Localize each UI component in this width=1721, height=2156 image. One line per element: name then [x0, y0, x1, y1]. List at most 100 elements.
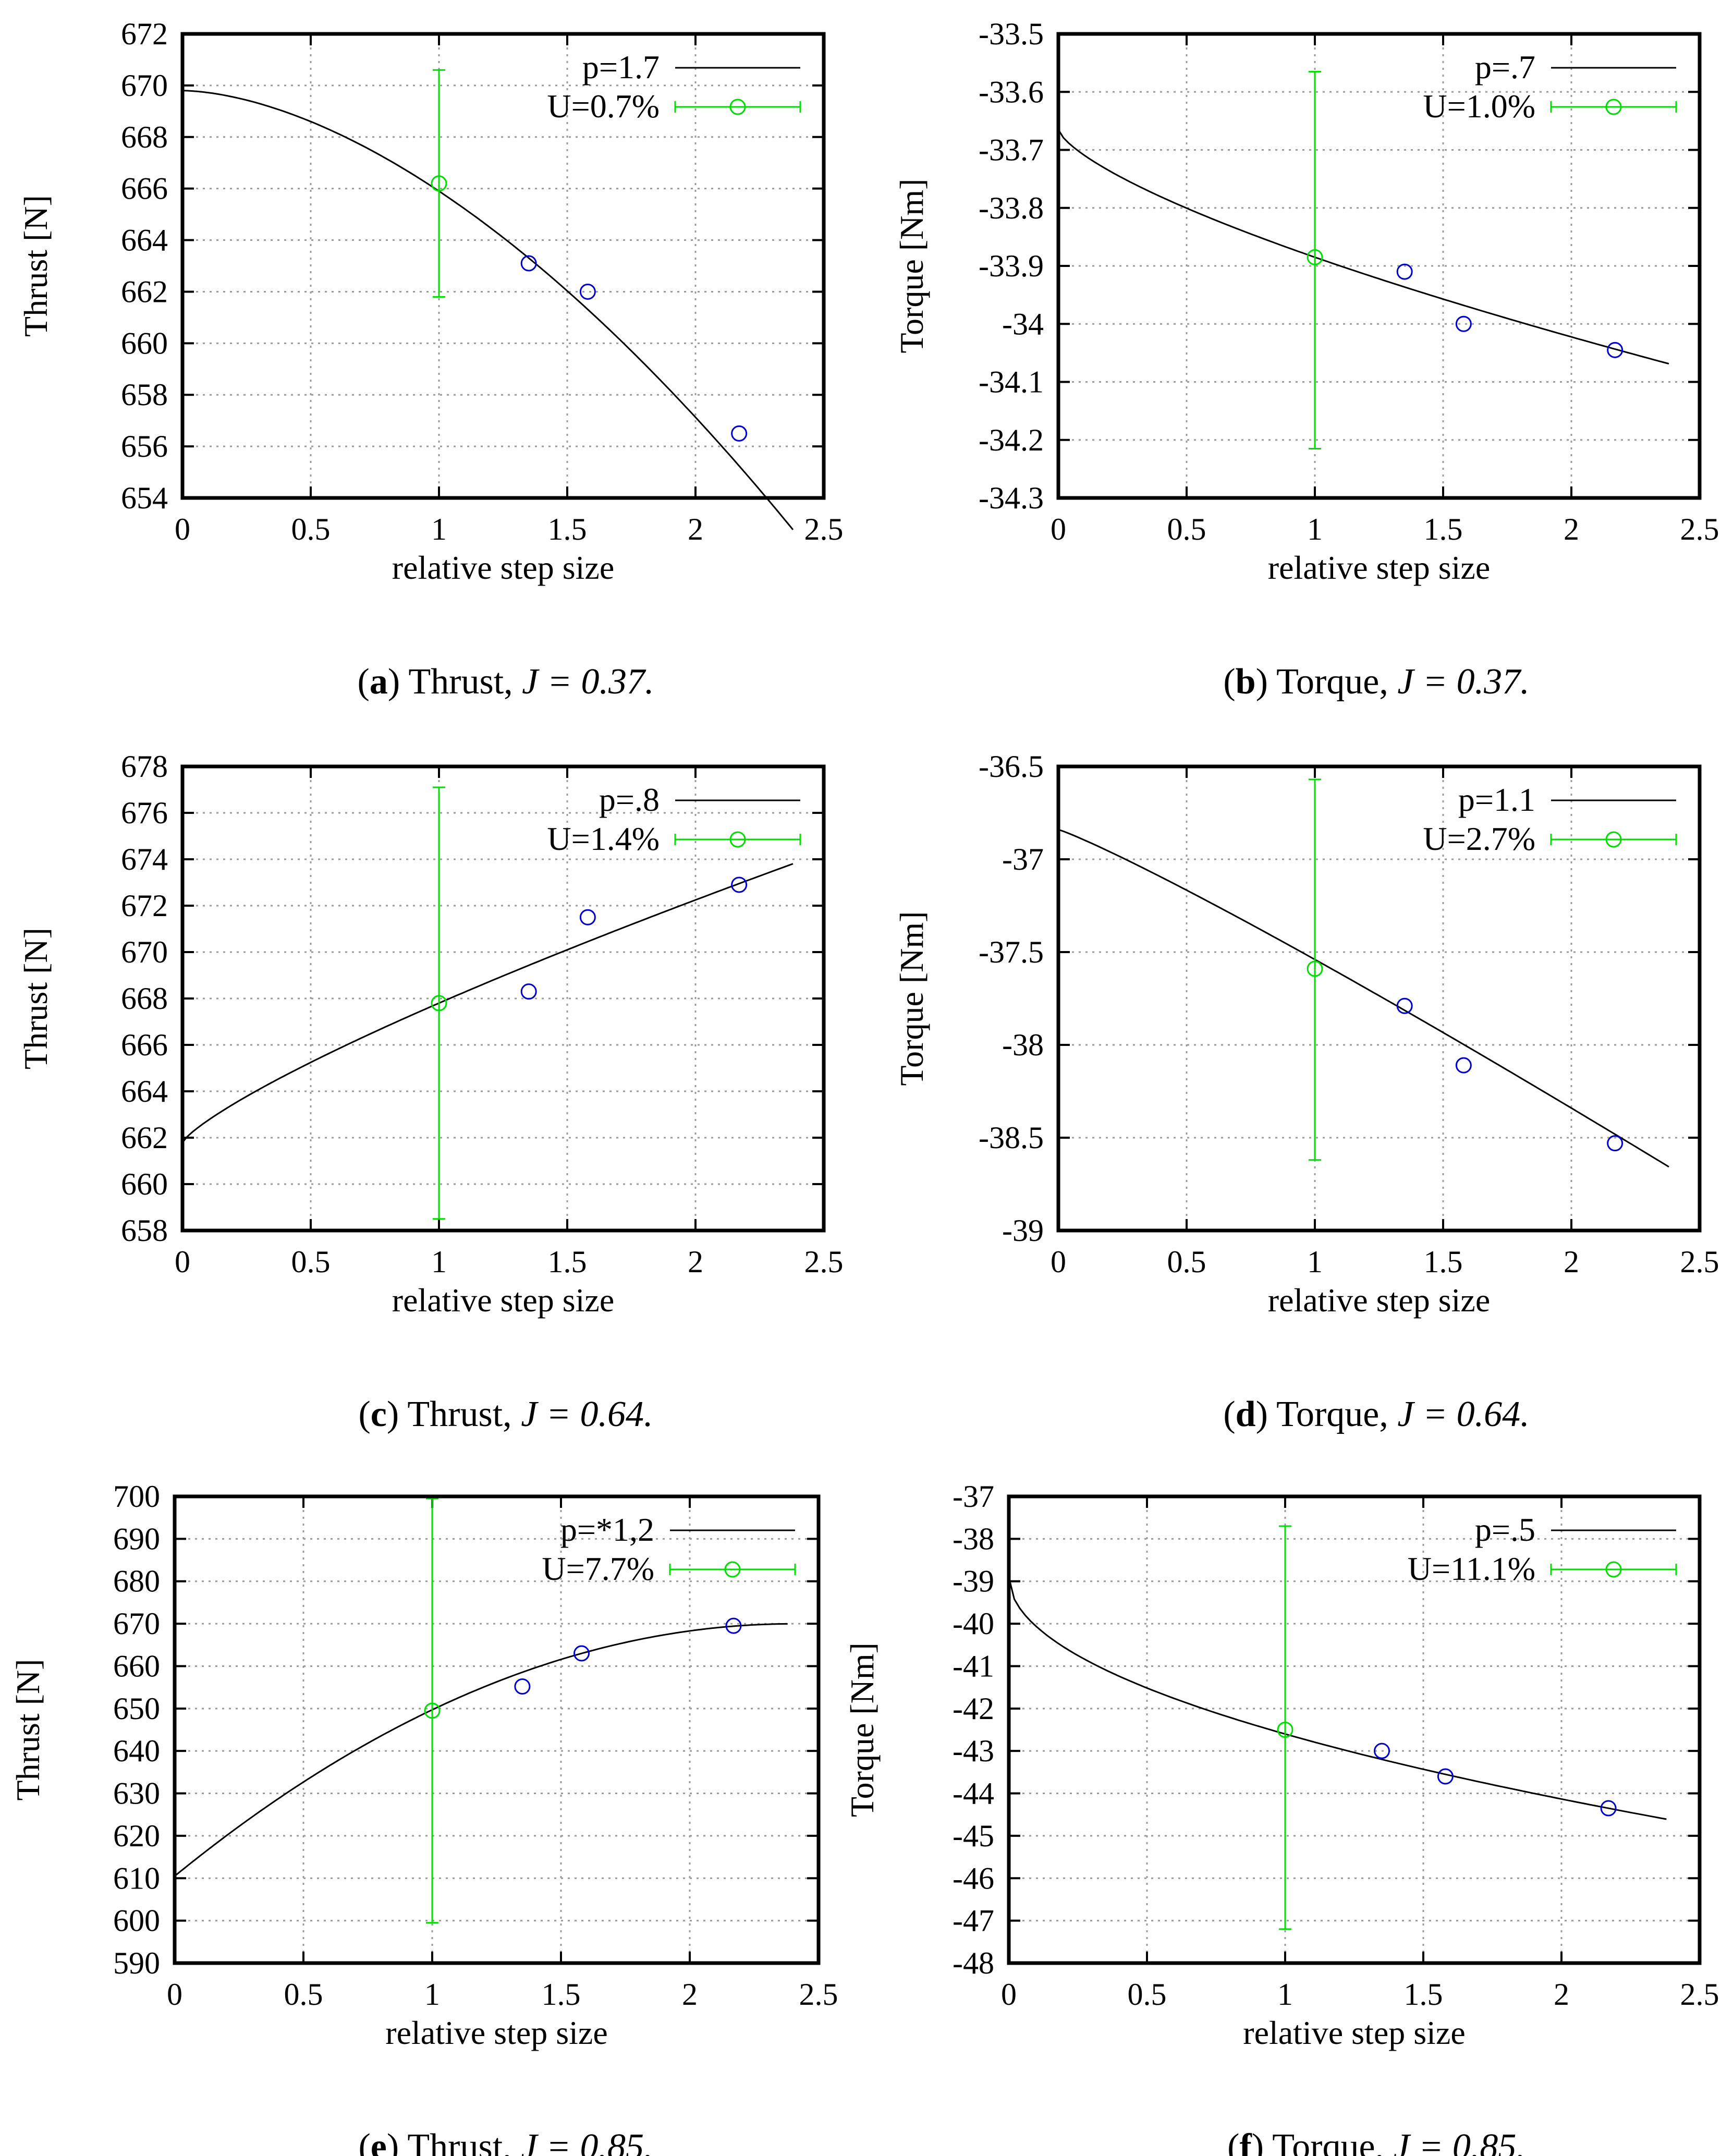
- caption-j: J = 0.37.: [522, 662, 654, 702]
- caption-space: [1388, 662, 1398, 702]
- x-tick-label: 2: [682, 1977, 698, 2012]
- caption: (a) Thrust, J = 0.37.: [358, 662, 654, 702]
- y-tick-label: -46: [953, 1861, 994, 1895]
- y-tick-label: 658: [121, 377, 168, 412]
- y-tick-label: -48: [953, 1946, 994, 1980]
- data-point: [731, 876, 748, 893]
- data-point: [1396, 997, 1413, 1014]
- y-tick-label: -33.8: [979, 191, 1044, 225]
- x-axis-label: relative step size: [385, 2014, 607, 2051]
- caption-text: Thrust,: [408, 662, 512, 702]
- chart-panel-f: 0 0.5 1 1.5 2 2.5 -48 -47 -46 -45 -44 -43 -42 -41 -40 -…: [844, 1479, 1719, 2156]
- legend-unc-label: U=1.4%: [547, 820, 660, 857]
- x-tick-label: 1: [431, 1245, 447, 1279]
- y-tick-label: -38: [953, 1521, 994, 1556]
- y-axis-label: Torque [Nm]: [893, 179, 930, 354]
- y-tick-label: 656: [121, 429, 168, 464]
- y-tick-label: -37.5: [979, 935, 1044, 969]
- caption: (c) Thrust, J = 0.64.: [358, 1394, 653, 1434]
- legend-unc-marker: [724, 1561, 741, 1578]
- y-tick-label: -47: [953, 1904, 994, 1938]
- chart-panel-a: 0 0.5 1 1.5 2 2.5 654 656 658 660 662 664 666 668 670 6…: [17, 17, 844, 702]
- x-tick-label: 0.5: [1128, 1977, 1167, 2012]
- caption-space: [513, 662, 522, 702]
- legend-fit-label: p=.7: [1475, 48, 1535, 86]
- x-tick-label: 0: [175, 512, 190, 546]
- x-tick-label: 0: [175, 1245, 190, 1279]
- y-tick-label: 668: [121, 120, 168, 154]
- x-tick-label: 2.5: [1680, 1977, 1719, 2012]
- caption-paren: (: [1227, 2127, 1239, 2156]
- y-tick-label: 630: [113, 1776, 160, 1811]
- chart-panel-e: 0 0.5 1 1.5 2 2.5 590 600 610 620 630 640 650 660 670 6…: [9, 1479, 838, 2156]
- caption-label: d: [1236, 1394, 1256, 1434]
- y-tick-label: 674: [121, 842, 168, 876]
- caption-paren: (: [1223, 1394, 1235, 1434]
- y-tick-label: -37: [953, 1479, 994, 1514]
- plot-frame: [173, 1494, 821, 1965]
- y-tick-label: 700: [113, 1479, 160, 1514]
- y-tick-label: 680: [113, 1564, 160, 1599]
- y-tick-label: 590: [113, 1946, 160, 1980]
- y-tick-label: -33.6: [979, 75, 1044, 109]
- y-tick-label: -34.1: [979, 365, 1044, 399]
- legend-unc-marker: [1605, 1561, 1622, 1578]
- y-tick-label: -39: [953, 1564, 994, 1599]
- y-axis-label: Torque [Nm]: [893, 911, 930, 1086]
- caption: (b) Torque, J = 0.37.: [1223, 662, 1529, 702]
- plot-frame: [1056, 764, 1702, 1233]
- x-axis-label: relative step size: [1243, 2014, 1465, 2051]
- y-tick-label: 600: [113, 1904, 160, 1938]
- x-tick-label: 1.5: [1404, 1977, 1443, 2012]
- x-tick-label: 1: [1307, 1245, 1323, 1279]
- caption-label: e: [371, 2127, 387, 2156]
- caption-paren: ): [387, 1394, 408, 1434]
- data-point: [1396, 263, 1413, 280]
- x-tick-label: 2.5: [804, 1245, 844, 1279]
- legend-unc-label: U=11.1%: [1408, 1550, 1535, 1587]
- x-axis-label: relative step size: [1268, 549, 1490, 586]
- x-tick-label: 1: [431, 512, 447, 546]
- y-axis-label: Thrust [N]: [9, 1659, 46, 1801]
- x-tick-label: 1: [1307, 512, 1323, 546]
- plot-frame: [1056, 32, 1702, 500]
- caption: (e) Thrust, J = 0.85.: [358, 2127, 653, 2156]
- y-tick-label: 660: [121, 326, 168, 360]
- legend-unc-label: U=7.7%: [542, 1550, 654, 1587]
- caption: (f) Torque, J = 0.85.: [1227, 2127, 1525, 2156]
- caption-paren: ): [1256, 662, 1277, 702]
- y-tick-label: 666: [121, 172, 168, 206]
- errorbar-point: [1277, 1722, 1293, 1738]
- chart-panel-c: 0 0.5 1 1.5 2 2.5 658 660 662 664 666 668 670 672 674 6…: [17, 749, 844, 1434]
- x-axis-label: relative step size: [1268, 1282, 1490, 1319]
- data-point: [573, 1645, 590, 1662]
- fit-curve: [1008, 1577, 1667, 1820]
- legend-unc-label: U=0.7%: [547, 88, 660, 125]
- y-tick-label: 664: [121, 1074, 168, 1109]
- caption-label: a: [370, 662, 388, 702]
- y-tick-label: -43: [953, 1734, 994, 1768]
- errorbar-point: [1307, 249, 1323, 265]
- y-tick-label: 668: [121, 981, 168, 1016]
- fit-curve: [1057, 129, 1669, 365]
- caption-text: Thrust,: [407, 1394, 511, 1434]
- y-tick-label: 690: [113, 1521, 160, 1556]
- caption-label: b: [1236, 662, 1256, 702]
- caption-space: [512, 2127, 521, 2156]
- x-tick-label: 0.5: [284, 1977, 323, 2012]
- y-tick-label: 640: [113, 1734, 160, 1768]
- x-tick-label: 1.5: [542, 1977, 581, 2012]
- caption-j: J = 0.64.: [521, 1394, 653, 1434]
- caption-label: f: [1239, 2127, 1252, 2156]
- y-tick-label: -38.5: [979, 1120, 1044, 1155]
- caption-text: Thrust,: [407, 2127, 511, 2156]
- x-tick-label: 2: [688, 512, 703, 546]
- caption: (d) Torque, J = 0.64.: [1223, 1394, 1529, 1434]
- caption-paren: (: [358, 1394, 370, 1434]
- y-tick-label: -41: [953, 1649, 994, 1683]
- chart-panel-b: 0 0.5 1 1.5 2 2.5 -34.3 -34.2 -34.1 -34 -33.9 -33.8…: [893, 17, 1719, 702]
- caption-paren: ): [1252, 2127, 1273, 2156]
- y-tick-label: -33.7: [979, 133, 1044, 167]
- y-tick-label: 672: [121, 888, 168, 923]
